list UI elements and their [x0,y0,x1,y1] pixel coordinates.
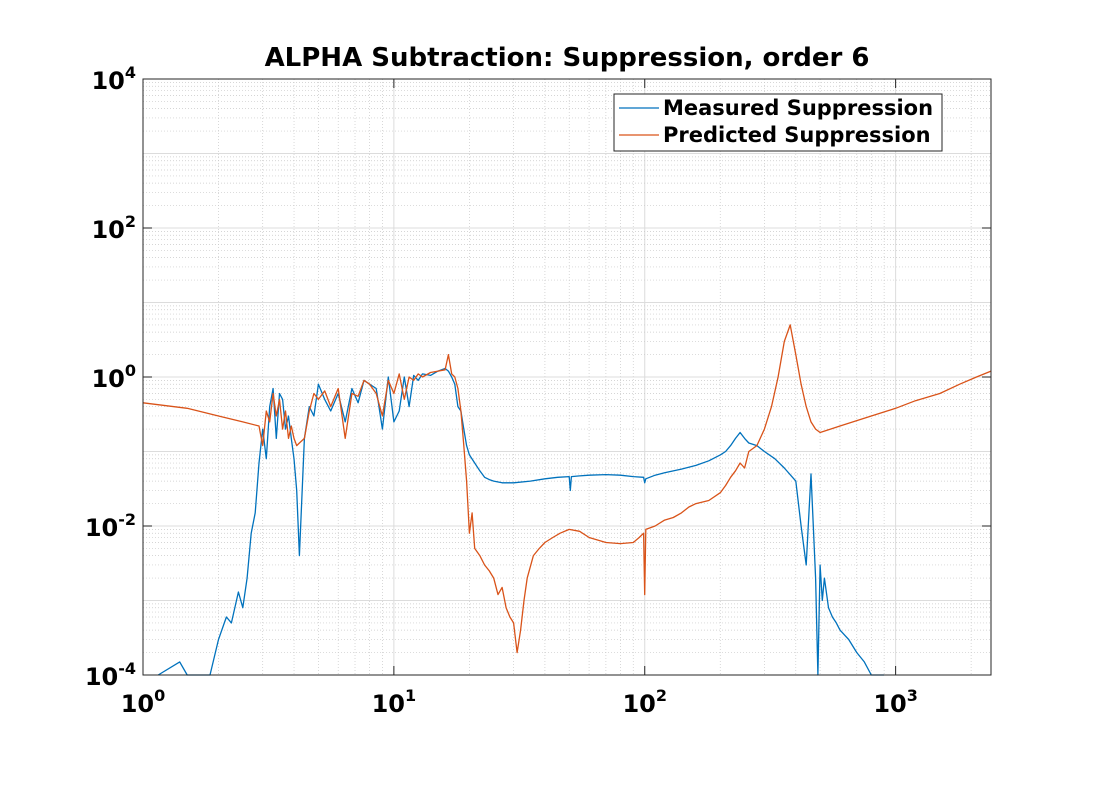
x-tick-label: 100 [121,686,166,718]
x-tick-label-exponent: 0 [154,686,165,705]
y-tick-label-exponent: 2 [125,212,136,231]
x-tick-label-exponent: 3 [907,686,918,705]
legend-label-predicted: Predicted Suppression [663,123,931,147]
y-tick-label-exponent: -4 [118,659,136,678]
x-tick-label-exponent: 2 [656,686,667,705]
x-tick-label-exponent: 1 [405,686,416,705]
x-tick-label-base: 10 [873,690,906,718]
x-tick-label-base: 10 [372,690,405,718]
grid [142,78,991,676]
x-tick-labels: 100 101 102 103 [121,686,918,718]
legend-box [613,93,943,152]
y-tick-label-base: 10 [85,663,118,691]
y-tick-label-exponent: 0 [125,361,136,380]
y-tick-label: 104 [91,63,136,95]
y-tick-label: 102 [91,212,136,244]
x-tick-label-base: 10 [121,690,154,718]
x-tick-label-base: 10 [622,690,655,718]
legend-label-measured: Measured Suppression [663,96,933,120]
x-tick-label: 102 [622,686,667,718]
y-tick-label-base: 10 [91,216,124,244]
y-tick-label-exponent: 4 [125,63,136,82]
y-tick-label-base: 10 [91,365,124,393]
x-tick-label: 103 [873,686,918,718]
series-line-predicted [142,324,992,654]
series-line-measured [157,367,885,676]
chart-title: ALPHA Subtraction: Suppression, order 6 [265,43,870,73]
y-tick-label-base: 10 [91,67,124,95]
y-tick-label-exponent: -2 [118,510,136,529]
legend: Measured Suppression Predicted Suppressi… [613,93,943,152]
y-tick-label-base: 10 [85,514,118,542]
y-tick-label: 100 [91,361,136,393]
y-tick-label: 10-2 [85,510,136,542]
y-tick-label: 10-4 [85,659,136,691]
x-tick-label: 101 [372,686,417,718]
axes-box [142,78,992,676]
series-layer [142,324,992,676]
